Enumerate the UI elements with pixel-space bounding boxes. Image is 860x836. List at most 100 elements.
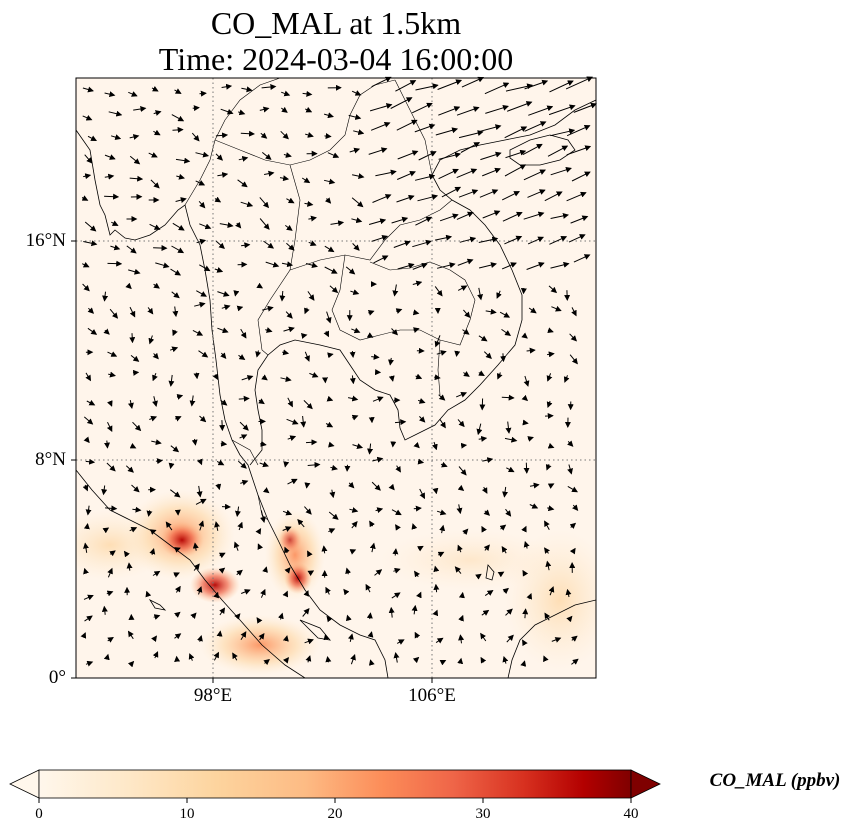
wind-vector: [241, 86, 253, 93]
wind-vector: [172, 222, 185, 231]
wind-vector: [369, 103, 393, 112]
wind-vector: [188, 653, 195, 661]
wind-vector: [283, 461, 290, 468]
wind-vector: [85, 372, 92, 382]
wind-vector: [413, 327, 420, 333]
wind-vector: [287, 397, 293, 408]
wind-vector: [286, 197, 295, 204]
wind-vector: [349, 351, 356, 358]
wind-vector: [283, 152, 292, 158]
wind-vector: [479, 189, 499, 198]
wind-vector: [367, 310, 375, 316]
wind-vectors: [80, 76, 597, 668]
wind-vector: [194, 301, 206, 308]
wind-vector: [459, 236, 477, 243]
wind-vector: [326, 615, 333, 623]
wind-vector: [433, 583, 440, 593]
wind-vector: [372, 456, 384, 463]
wind-vector: [573, 102, 597, 113]
wind-vector: [307, 570, 315, 577]
wind-vector: [460, 442, 468, 449]
wind-vector: [215, 240, 225, 249]
wind-vector: [83, 436, 90, 444]
wind-vector: [414, 173, 436, 181]
wind-vector: [153, 245, 168, 252]
wind-vector: [221, 83, 233, 90]
wind-vector: [411, 604, 418, 615]
wind-vector: [282, 349, 290, 356]
wind-vector: [413, 441, 420, 449]
wind-vector: [126, 245, 137, 254]
wind-vector: [349, 507, 359, 513]
wind-vector: [198, 520, 205, 531]
wind-vector: [238, 155, 249, 162]
wind-vector: [483, 351, 492, 359]
wind-vector: [366, 332, 374, 338]
wind-vector: [366, 612, 373, 620]
lon-tick-label-106e: 106°E: [408, 685, 456, 706]
wind-vector: [171, 114, 185, 122]
wind-vector: [349, 375, 356, 385]
wind-vector: [478, 236, 499, 243]
wind-vector: [176, 173, 185, 180]
wind-vector: [170, 445, 180, 453]
wind-vector: [239, 434, 248, 440]
wind-vector: [505, 608, 513, 616]
wind-vector: [240, 201, 254, 208]
wind-vector: [437, 551, 445, 558]
wind-vector: [304, 106, 313, 113]
colorbar-label: CO_MAL (ppbv): [709, 770, 841, 791]
wind-vector: [457, 544, 463, 553]
wind-vector: [196, 586, 203, 595]
wind-vector: [280, 106, 288, 113]
wind-vector: [304, 307, 310, 315]
wind-vector: [149, 415, 158, 422]
wind-vector: [127, 630, 134, 640]
wind-vector: [522, 143, 543, 156]
wind-vector: [152, 651, 159, 659]
wind-vector: [220, 352, 227, 359]
wind-vector: [307, 550, 313, 558]
wind-vector: [371, 353, 380, 360]
wind-vector: [419, 416, 426, 423]
wind-vector: [241, 589, 251, 595]
wind-vector: [102, 527, 110, 534]
wind-vector: [478, 262, 497, 269]
wind-vector: [81, 195, 89, 201]
wind-vector: [457, 419, 465, 428]
wind-vector: [477, 287, 484, 301]
wind-vector: [262, 305, 274, 312]
wind-vector: [551, 637, 562, 643]
wind-vector: [550, 261, 570, 269]
wind-vector: [195, 180, 206, 186]
wind-vector: [392, 284, 399, 297]
wind-vector: [501, 328, 512, 336]
wind-vector: [192, 105, 200, 112]
wind-vector: [526, 592, 533, 600]
wind-vector: [325, 586, 331, 595]
wind-vector: [83, 523, 90, 530]
wind-vector: [174, 547, 181, 553]
wind-vector: [237, 521, 243, 531]
wind-vector: [287, 478, 298, 485]
wind-vector: [439, 213, 459, 222]
wind-vector: [232, 652, 238, 661]
wind-vector: [523, 540, 530, 549]
wind-vector: [505, 421, 512, 434]
wind-vector: [277, 612, 284, 620]
wind-vector: [397, 171, 416, 180]
wind-vector: [152, 570, 161, 577]
wind-vector: [432, 487, 439, 495]
wind-vector: [106, 421, 113, 433]
wind-vector: [431, 441, 438, 451]
wind-vector: [484, 590, 494, 597]
wind-vector: [133, 106, 147, 112]
wind-vector: [433, 565, 440, 573]
wind-vector: [330, 220, 345, 227]
wind-vector: [547, 442, 555, 449]
wind-vector: [304, 351, 310, 362]
wind-vector: [282, 526, 292, 532]
wind-vector: [391, 216, 409, 224]
wind-vector: [151, 635, 157, 643]
wind-vector: [547, 505, 555, 512]
